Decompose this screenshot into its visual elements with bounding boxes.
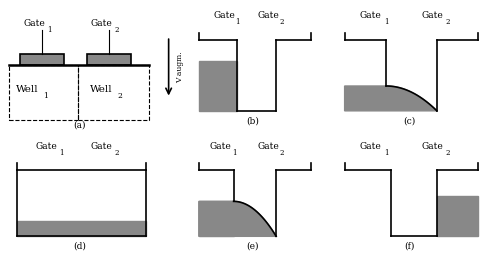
Bar <box>78 65 149 120</box>
Text: 1: 1 <box>236 18 240 26</box>
Polygon shape <box>437 196 478 236</box>
Text: Well: Well <box>90 85 113 94</box>
Text: 1: 1 <box>232 149 236 157</box>
Text: Gate: Gate <box>214 11 236 20</box>
Polygon shape <box>199 202 276 236</box>
Text: 2: 2 <box>445 18 450 26</box>
Text: 2: 2 <box>279 149 284 157</box>
Text: Gate: Gate <box>24 19 46 27</box>
Text: 1: 1 <box>384 149 388 157</box>
Text: Well: Well <box>16 85 39 94</box>
Text: 2: 2 <box>114 26 119 34</box>
Polygon shape <box>199 202 234 236</box>
Text: Gate: Gate <box>36 142 58 151</box>
Text: (e): (e) <box>247 241 259 250</box>
Text: 2: 2 <box>445 149 450 157</box>
Text: (d): (d) <box>73 241 86 250</box>
Text: (a): (a) <box>73 120 86 130</box>
Text: (f): (f) <box>404 241 414 250</box>
Text: Gate: Gate <box>91 142 113 151</box>
Text: 1: 1 <box>43 92 48 100</box>
Polygon shape <box>17 221 146 236</box>
Text: 2: 2 <box>117 92 122 100</box>
Text: Gate: Gate <box>360 11 381 20</box>
Text: 1: 1 <box>48 26 52 34</box>
Text: 1: 1 <box>384 18 388 26</box>
Text: 1: 1 <box>60 149 64 157</box>
Text: Gate: Gate <box>91 19 113 27</box>
Polygon shape <box>345 86 437 111</box>
Polygon shape <box>199 61 238 111</box>
Bar <box>9 65 78 120</box>
Text: Gate: Gate <box>257 142 279 151</box>
Text: V augm.: V augm. <box>176 52 184 83</box>
Text: Gate: Gate <box>257 11 279 20</box>
Text: Gate: Gate <box>422 142 443 151</box>
Text: 2: 2 <box>114 149 119 157</box>
Bar <box>20 54 64 65</box>
Text: Gate: Gate <box>360 142 381 151</box>
Text: (b): (b) <box>247 117 259 126</box>
Text: 2: 2 <box>279 18 284 26</box>
Text: Gate: Gate <box>210 142 232 151</box>
Text: Gate: Gate <box>422 11 443 20</box>
Bar <box>87 54 131 65</box>
Text: (c): (c) <box>403 117 415 126</box>
